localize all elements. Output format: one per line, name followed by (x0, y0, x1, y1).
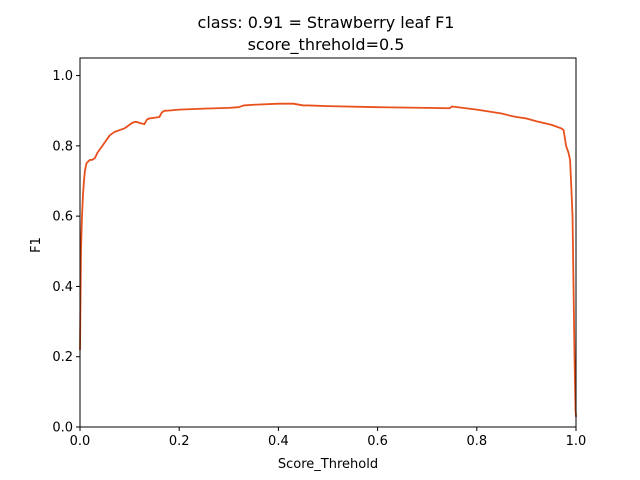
chart-subtitle: score_threhold=0.5 (248, 35, 405, 55)
x-tick-label: 0.6 (367, 434, 388, 449)
y-tick-label: 1.0 (52, 69, 73, 84)
x-tick-label: 0.8 (466, 434, 487, 449)
x-tick-label: 0.0 (70, 434, 91, 449)
y-tick-label: 0.0 (52, 421, 73, 436)
y-tick-label: 0.6 (52, 210, 73, 225)
chart-title: class: 0.91 = Strawberry leaf F1 (198, 13, 455, 32)
y-tick-label: 0.2 (52, 350, 73, 365)
x-tick-label: 0.4 (268, 434, 289, 449)
x-axis-label: Score_Threhold (278, 457, 378, 472)
y-tick-label: 0.4 (52, 280, 73, 295)
x-tick-label: 1.0 (566, 434, 587, 449)
y-axis-label: F1 (29, 237, 44, 253)
y-tick-label: 0.8 (52, 139, 73, 154)
x-tick-label: 0.2 (169, 434, 190, 449)
